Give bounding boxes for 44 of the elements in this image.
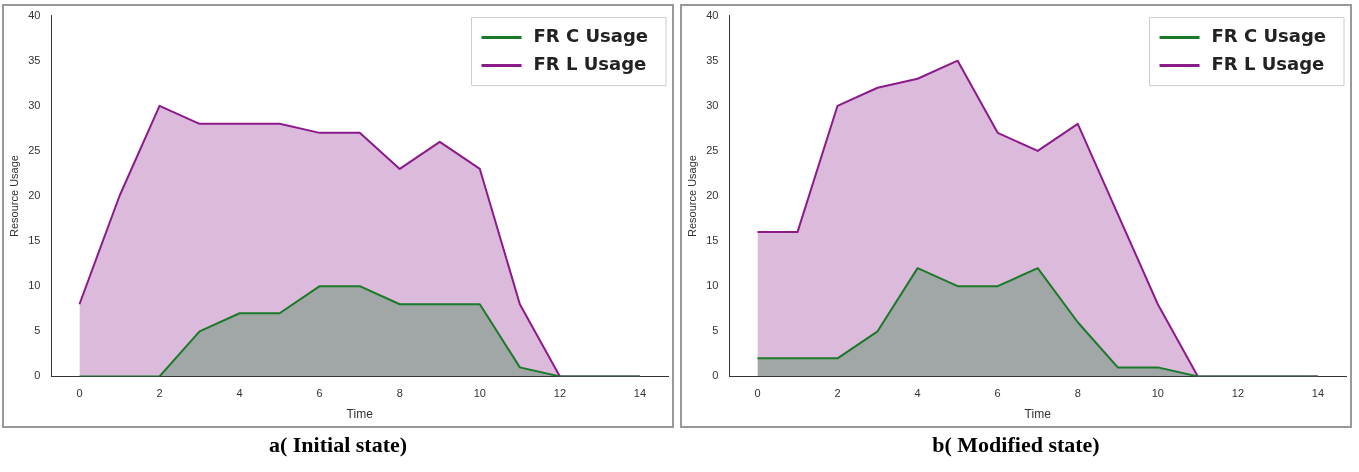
x-tick-label: 0 xyxy=(76,387,83,400)
y-tick-label: 5 xyxy=(712,324,719,337)
x-tick-label: 6 xyxy=(994,387,1001,400)
legend-label: FR C Usage xyxy=(1211,25,1326,47)
y-tick-label: 20 xyxy=(28,189,41,202)
y-tick-label: 15 xyxy=(706,234,719,247)
x-tick-label: 10 xyxy=(1151,387,1164,400)
legend-label: FR L Usage xyxy=(533,53,647,75)
x-tick-label: 14 xyxy=(1311,387,1325,400)
y-tick-label: 35 xyxy=(706,53,719,66)
y-tick-label: 30 xyxy=(706,98,719,111)
y-tick-label: 5 xyxy=(34,324,41,337)
y-tick-label: 0 xyxy=(712,369,719,382)
x-tick-label: 12 xyxy=(553,387,567,400)
x-tick-label: 12 xyxy=(1231,387,1245,400)
x-tick-label: 8 xyxy=(1074,387,1081,400)
legend-label: FR L Usage xyxy=(1211,53,1325,75)
x-tick-label: 0 xyxy=(754,387,761,400)
y-tick-label: 0 xyxy=(34,369,41,382)
y-axis-title: Resource Usage xyxy=(685,155,698,237)
y-axis-title: Resource Usage xyxy=(7,155,20,237)
x-tick-label: 6 xyxy=(316,387,323,400)
legend-label: FR C Usage xyxy=(533,25,648,47)
x-tick-label: 2 xyxy=(156,387,163,400)
x-tick-label: 2 xyxy=(834,387,841,400)
x-axis-title: Time xyxy=(346,407,374,422)
y-tick-label: 10 xyxy=(28,279,41,292)
y-tick-label: 35 xyxy=(28,53,41,66)
x-tick-label: 10 xyxy=(473,387,486,400)
y-tick-label: 20 xyxy=(706,189,719,202)
y-tick-label: 15 xyxy=(28,234,41,247)
x-tick-label: 4 xyxy=(914,387,921,400)
y-tick-label: 10 xyxy=(706,279,719,292)
x-tick-label: 14 xyxy=(633,387,647,400)
x-tick-label: 4 xyxy=(236,387,243,400)
text: b( Modified state) xyxy=(931,432,1101,458)
y-tick-label: 40 xyxy=(706,8,719,21)
y-tick-label: 30 xyxy=(28,98,41,111)
y-tick-label: 25 xyxy=(28,143,41,156)
text: a( Initial state) xyxy=(267,432,409,458)
x-tick-label: 8 xyxy=(396,387,403,400)
y-tick-label: 25 xyxy=(706,143,719,156)
y-tick-label: 40 xyxy=(28,8,41,21)
x-axis-title: Time xyxy=(1024,407,1052,422)
